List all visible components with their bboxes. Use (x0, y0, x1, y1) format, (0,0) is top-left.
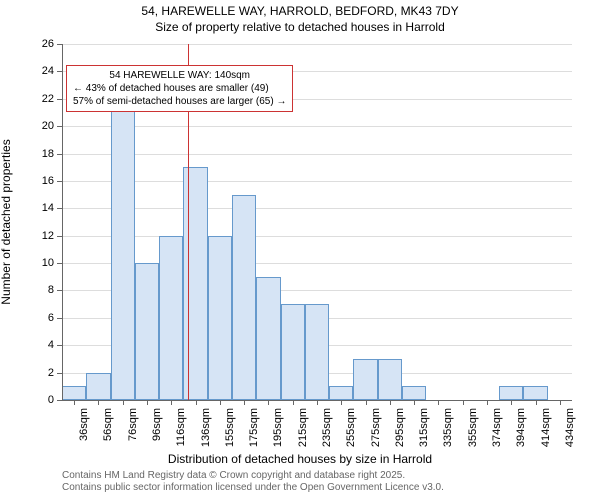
gridline (62, 126, 572, 127)
y-tick-label: 18 (24, 148, 54, 160)
x-tick-label: 434sqm (564, 408, 576, 447)
y-axis-line (62, 44, 63, 400)
x-axis-label: Distribution of detached houses by size … (0, 452, 600, 466)
x-tick-label: 414sqm (540, 408, 552, 447)
footer-line-1: Contains HM Land Registry data © Crown c… (62, 470, 444, 482)
y-tick-label: 6 (24, 312, 54, 324)
y-tick-label: 4 (24, 339, 54, 351)
annotation-line-3: 57% of semi-detached houses are larger (… (73, 95, 286, 108)
x-tick-label: 275sqm (370, 408, 382, 447)
y-tick-label: 22 (24, 93, 54, 105)
annotation-line-1: 54 HAREWELLE WAY: 140sqm (73, 69, 286, 82)
histogram-bar (305, 304, 329, 400)
histogram-bar (329, 386, 353, 400)
x-tick-label: 215sqm (297, 408, 309, 447)
x-tick-label: 175sqm (248, 408, 260, 447)
histogram-bar (402, 386, 426, 400)
x-tick-label: 355sqm (467, 408, 479, 447)
y-tick-label: 10 (24, 257, 54, 269)
y-tick-label: 0 (24, 394, 54, 406)
footer-line-2: Contains public sector information licen… (62, 482, 444, 494)
x-tick-label: 335sqm (442, 408, 454, 447)
histogram-bar (183, 167, 207, 400)
x-tick-label: 295sqm (394, 408, 406, 447)
gridline (62, 208, 572, 209)
x-tick-label: 195sqm (272, 408, 284, 447)
x-tick-label: 155sqm (224, 408, 236, 447)
annotation-line-2: ← 43% of detached houses are smaller (49… (73, 82, 286, 95)
title-line-2: Size of property relative to detached ho… (0, 20, 600, 36)
y-tick-label: 12 (24, 230, 54, 242)
x-tick-label: 36sqm (78, 408, 90, 441)
x-tick-label: 96sqm (151, 408, 163, 441)
y-tick-label: 2 (24, 367, 54, 379)
histogram-bar (499, 386, 523, 400)
histogram-bar (86, 373, 110, 400)
x-tick-label: 374sqm (491, 408, 503, 447)
histogram-bar (523, 386, 547, 400)
histogram-bar (208, 236, 232, 400)
x-axis-line (62, 400, 572, 401)
y-tick-label: 24 (24, 65, 54, 77)
gridline (62, 44, 572, 45)
histogram-bar (256, 277, 280, 400)
annotation-box: 54 HAREWELLE WAY: 140sqm← 43% of detache… (66, 65, 293, 112)
histogram-bar (378, 359, 402, 400)
footer: Contains HM Land Registry data © Crown c… (62, 470, 444, 494)
y-tick-label: 8 (24, 284, 54, 296)
gridline (62, 236, 572, 237)
plot-area: 0246810121416182022242636sqm56sqm76sqm96… (62, 44, 572, 400)
y-tick-label: 14 (24, 202, 54, 214)
gridline (62, 154, 572, 155)
y-axis-label: Number of detached properties (0, 139, 13, 304)
gridline (62, 181, 572, 182)
x-tick-label: 116sqm (175, 408, 187, 446)
x-tick-label: 56sqm (102, 408, 114, 441)
histogram-bar (135, 263, 159, 400)
y-tick-label: 20 (24, 120, 54, 132)
histogram-bar (62, 386, 86, 400)
chart-titles: 54, HAREWELLE WAY, HARROLD, BEDFORD, MK4… (0, 0, 600, 35)
histogram-bar (159, 236, 183, 400)
x-tick-label: 394sqm (515, 408, 527, 447)
histogram-bar (111, 99, 135, 400)
y-tick-label: 16 (24, 175, 54, 187)
title-line-1: 54, HAREWELLE WAY, HARROLD, BEDFORD, MK4… (0, 4, 600, 20)
x-tick-label: 136sqm (200, 408, 212, 447)
chart-container: 54, HAREWELLE WAY, HARROLD, BEDFORD, MK4… (0, 0, 600, 500)
y-tick-label: 26 (24, 38, 54, 50)
histogram-bar (353, 359, 377, 400)
x-tick-label: 255sqm (345, 408, 357, 447)
histogram-bar (281, 304, 305, 400)
x-tick-label: 76sqm (127, 408, 139, 441)
x-tick-label: 235sqm (321, 408, 333, 447)
x-tick-label: 315sqm (418, 408, 430, 447)
histogram-bar (232, 195, 256, 400)
